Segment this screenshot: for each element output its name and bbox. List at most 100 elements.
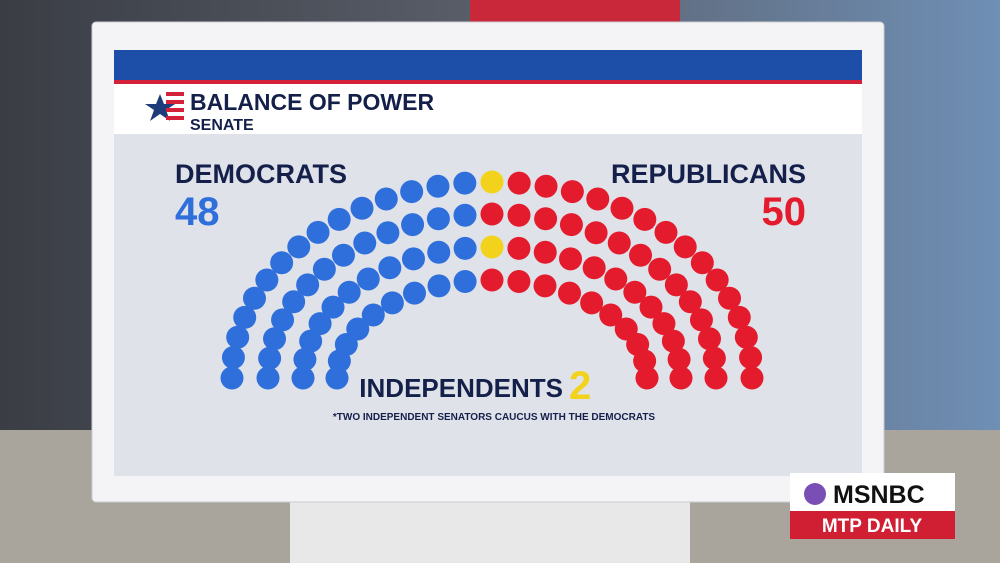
seat bbox=[427, 240, 451, 264]
seat bbox=[507, 236, 531, 260]
seat bbox=[740, 366, 764, 390]
seat-count: 2 bbox=[569, 364, 591, 408]
seat bbox=[734, 325, 758, 349]
seat bbox=[582, 256, 606, 280]
seat bbox=[664, 273, 688, 297]
seat bbox=[350, 196, 374, 220]
seat bbox=[353, 231, 377, 255]
seat bbox=[718, 286, 742, 310]
seat bbox=[221, 346, 245, 370]
desk bbox=[290, 495, 690, 563]
seat bbox=[580, 291, 604, 315]
seat bbox=[635, 366, 659, 390]
seat bbox=[242, 286, 266, 310]
seat bbox=[534, 207, 558, 231]
seat bbox=[287, 235, 311, 259]
seat bbox=[559, 247, 583, 271]
seat bbox=[610, 196, 634, 220]
seat-count: 48 bbox=[175, 190, 220, 234]
seat bbox=[374, 187, 398, 211]
seat-count: 50 bbox=[762, 190, 807, 234]
seat bbox=[299, 329, 323, 353]
title: BALANCE OF POWER bbox=[190, 89, 434, 115]
seat bbox=[533, 274, 557, 298]
seat bbox=[226, 325, 250, 349]
seat bbox=[669, 366, 693, 390]
seat bbox=[480, 202, 504, 226]
seat bbox=[639, 295, 663, 319]
seat bbox=[678, 290, 702, 314]
seat bbox=[327, 207, 351, 231]
seat bbox=[607, 231, 631, 255]
seat bbox=[559, 213, 583, 237]
seat bbox=[690, 251, 714, 275]
seat bbox=[507, 203, 531, 227]
seat bbox=[263, 327, 287, 351]
seat bbox=[427, 274, 451, 298]
network-logo: MSNBC bbox=[833, 481, 925, 509]
seat bbox=[376, 221, 400, 245]
seat bbox=[255, 268, 279, 292]
seat bbox=[306, 220, 330, 244]
footnote: *TWO INDEPENDENT SENATORS CAUCUS WITH TH… bbox=[333, 412, 656, 423]
seat bbox=[633, 207, 657, 231]
seat bbox=[426, 174, 450, 198]
seat bbox=[356, 267, 380, 291]
seat bbox=[533, 240, 557, 264]
peacock-icon bbox=[804, 483, 826, 505]
logo-icon bbox=[145, 92, 184, 121]
seat bbox=[453, 269, 477, 293]
seat bbox=[380, 291, 404, 315]
legend-label: REPUBLICANS bbox=[611, 159, 806, 189]
seat bbox=[604, 267, 628, 291]
seat bbox=[453, 203, 477, 227]
subtitle: SENATE bbox=[190, 117, 254, 134]
seat bbox=[705, 268, 729, 292]
seat bbox=[629, 243, 653, 267]
seat bbox=[233, 305, 257, 329]
seat bbox=[256, 366, 280, 390]
seat bbox=[331, 243, 355, 267]
seat bbox=[325, 366, 349, 390]
seat bbox=[361, 303, 385, 327]
network-bug: MSNBC MTP DAILY bbox=[790, 473, 955, 539]
seat bbox=[296, 273, 320, 297]
header-area bbox=[114, 84, 862, 134]
seat bbox=[586, 187, 610, 211]
seat bbox=[507, 171, 531, 195]
seat bbox=[426, 207, 450, 231]
header-red-line bbox=[114, 80, 862, 84]
seat bbox=[560, 180, 584, 204]
show-box bbox=[790, 511, 955, 539]
seat bbox=[652, 312, 676, 336]
seat bbox=[689, 308, 713, 332]
seat bbox=[702, 346, 726, 370]
seat bbox=[623, 280, 647, 304]
seat bbox=[258, 346, 282, 370]
seat bbox=[534, 174, 558, 198]
seat bbox=[378, 256, 402, 280]
seat bbox=[654, 220, 678, 244]
seat bbox=[704, 366, 728, 390]
seat bbox=[270, 251, 294, 275]
seat bbox=[346, 317, 370, 341]
seat bbox=[558, 281, 581, 305]
seat bbox=[271, 308, 295, 332]
seat bbox=[321, 295, 345, 319]
seat bbox=[282, 290, 306, 314]
seat bbox=[337, 280, 361, 304]
seat bbox=[584, 221, 608, 245]
seat bbox=[291, 366, 315, 390]
seat bbox=[661, 329, 685, 353]
seat bbox=[403, 281, 426, 305]
legend-label: INDEPENDENTS bbox=[359, 373, 563, 403]
seat bbox=[480, 268, 504, 292]
seat bbox=[453, 236, 477, 260]
legend-label: DEMOCRATS bbox=[175, 159, 347, 189]
seat bbox=[697, 327, 721, 351]
seat bbox=[293, 347, 317, 371]
header-stripe bbox=[114, 50, 862, 80]
show-name: MTP DAILY bbox=[822, 516, 923, 537]
